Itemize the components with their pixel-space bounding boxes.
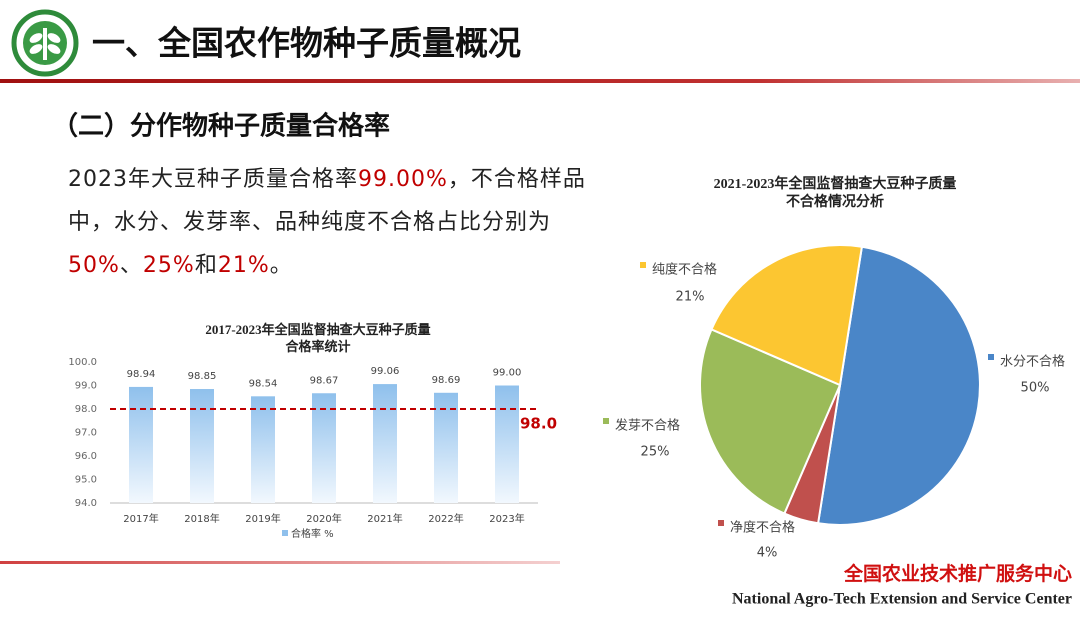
slice-value: 4% bbox=[757, 546, 778, 561]
slice-label: 净度不合格 bbox=[730, 520, 795, 536]
y-tick-label: 99.0 bbox=[75, 381, 97, 392]
x-tick-label: 2017年 bbox=[123, 512, 158, 525]
footer-org-en: National Agro-Tech Extension and Service… bbox=[732, 591, 1072, 608]
chart-title: 2017-2023年全国监督抽查大豆种子质量 bbox=[205, 322, 430, 337]
slice-label: 纯度不合格 bbox=[652, 262, 717, 278]
bar bbox=[312, 393, 336, 503]
slice-value: 50% bbox=[1021, 381, 1050, 396]
legend-swatch bbox=[282, 530, 288, 536]
chart-title: 2021-2023年全国监督抽查大豆种子质量 bbox=[714, 175, 957, 192]
legend-swatch bbox=[603, 418, 609, 424]
value-label: 99.06 bbox=[371, 366, 400, 377]
y-tick-label: 100.0 bbox=[68, 357, 97, 368]
value-label: 98.94 bbox=[127, 369, 156, 380]
value-label: 98.69 bbox=[432, 375, 461, 386]
paragraph-run: 25% bbox=[142, 253, 195, 278]
section-title: （二）分作物种子质量合格率 bbox=[52, 111, 390, 142]
chart-title: 合格率统计 bbox=[285, 339, 350, 354]
x-tick-label: 2023年 bbox=[489, 512, 524, 525]
bar bbox=[495, 385, 519, 503]
paragraph-run: ，不合格样品中，水分、发芽率、品种纯度不合格占比分别为 bbox=[68, 167, 586, 235]
x-tick-label: 2022年 bbox=[428, 512, 463, 525]
y-tick-label: 98.0 bbox=[75, 404, 97, 415]
slice-label: 发芽不合格 bbox=[615, 418, 680, 434]
chart-title: 不合格情况分析 bbox=[786, 193, 884, 210]
paragraph-run: 2023年大豆种子质量合格率 bbox=[68, 167, 358, 192]
title-rule bbox=[0, 79, 1080, 83]
legend-swatch bbox=[988, 354, 994, 360]
value-label: 99.00 bbox=[493, 368, 522, 379]
paragraph-run: 。 bbox=[269, 253, 293, 278]
bar bbox=[373, 384, 397, 503]
value-label: 98.85 bbox=[188, 371, 217, 382]
bar bbox=[434, 392, 458, 503]
pie-slice bbox=[710, 244, 864, 387]
bar bbox=[251, 396, 275, 503]
paragraph-run: 50% bbox=[68, 253, 120, 278]
legend-label: 合格率 % bbox=[291, 527, 334, 540]
y-tick-label: 97.0 bbox=[75, 428, 97, 439]
slice-value: 25% bbox=[641, 445, 670, 460]
y-tick-label: 94.0 bbox=[75, 498, 97, 509]
summary-paragraph: 2023年大豆种子质量合格率99.00%，不合格样品中，水分、发芽率、品种纯度不… bbox=[68, 158, 588, 287]
pie-slice bbox=[816, 245, 981, 526]
slice-value: 21% bbox=[676, 290, 705, 305]
reference-label: 98.0 bbox=[520, 415, 557, 433]
paragraph-run: 21% bbox=[217, 253, 270, 278]
x-tick-label: 2021年 bbox=[367, 512, 402, 525]
paragraph-run: 、 bbox=[119, 253, 143, 278]
bar bbox=[190, 389, 214, 503]
footer-rule bbox=[0, 561, 560, 564]
paragraph-run: 99.00% bbox=[358, 167, 448, 192]
footer-org-cn: 全国农业技术推广服务中心 bbox=[843, 562, 1072, 585]
slide-title: 一、全国农作物种子质量概况 bbox=[92, 24, 521, 63]
logo bbox=[11, 9, 79, 77]
y-tick-label: 96.0 bbox=[75, 451, 97, 462]
x-tick-label: 2020年 bbox=[306, 512, 341, 525]
value-label: 98.54 bbox=[249, 378, 278, 389]
slice-label: 水分不合格 bbox=[1000, 354, 1065, 370]
pie-slice bbox=[699, 328, 842, 515]
value-label: 98.67 bbox=[310, 375, 339, 386]
legend-swatch bbox=[640, 262, 646, 268]
x-tick-label: 2018年 bbox=[184, 512, 219, 525]
x-tick-label: 2019年 bbox=[245, 512, 280, 525]
bar bbox=[129, 386, 153, 503]
paragraph-run: 和 bbox=[194, 253, 218, 278]
y-tick-label: 95.0 bbox=[75, 475, 97, 486]
legend-swatch bbox=[718, 520, 724, 526]
